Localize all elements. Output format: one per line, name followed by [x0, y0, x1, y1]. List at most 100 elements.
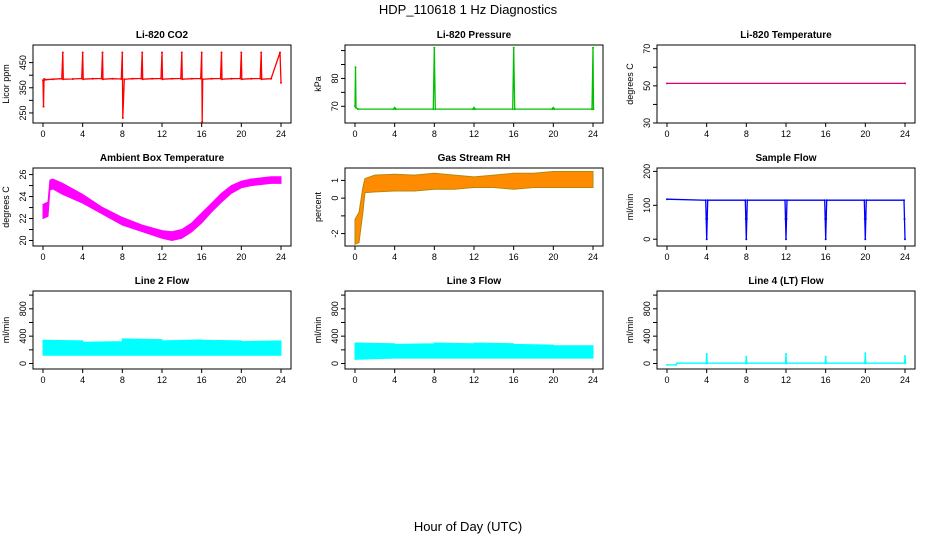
y-axis-label: ml/min — [625, 194, 635, 221]
figure-xlabel: Hour of Day (UTC) — [414, 519, 522, 534]
data-point — [80, 77, 83, 80]
x-tick-label: 0 — [352, 129, 357, 139]
y-axis-label: ml/min — [313, 317, 323, 344]
data-point — [62, 78, 65, 81]
x-tick-label: 20 — [860, 375, 870, 385]
series-band — [354, 342, 594, 360]
data-point — [786, 199, 788, 202]
data-point — [785, 352, 787, 355]
x-tick-label: 0 — [664, 129, 669, 139]
data-point — [61, 51, 64, 54]
series-band — [42, 338, 282, 356]
x-tick-label: 8 — [432, 252, 437, 262]
x-tick-label: 12 — [469, 375, 479, 385]
x-tick-label: 8 — [432, 375, 437, 385]
data-point — [904, 362, 907, 365]
data-point — [394, 108, 397, 111]
y-tick-label: 800 — [642, 301, 652, 316]
y-axis-label: kPa — [313, 76, 323, 92]
data-point — [552, 106, 555, 109]
data-point — [824, 238, 827, 241]
data-point — [199, 77, 202, 80]
data-point — [121, 117, 124, 119]
y-tick-label: 80 — [330, 73, 340, 83]
data-point — [259, 77, 262, 80]
data-point — [141, 78, 144, 81]
data-point — [666, 82, 668, 85]
y-tick-label: 0 — [18, 361, 28, 366]
data-point — [239, 77, 242, 80]
data-point — [102, 78, 104, 81]
data-point — [151, 77, 154, 80]
data-point — [864, 217, 867, 220]
data-point — [200, 51, 203, 54]
data-point — [825, 199, 828, 202]
y-tick-label: 0 — [330, 196, 340, 201]
x-tick-label: 16 — [509, 252, 519, 262]
data-point — [745, 362, 748, 365]
x-tick-label: 16 — [197, 375, 207, 385]
data-point — [474, 108, 476, 111]
x-tick-label: 4 — [704, 375, 709, 385]
data-point — [434, 108, 437, 111]
data-point — [123, 78, 126, 81]
data-point — [863, 199, 866, 202]
data-point — [91, 77, 94, 80]
x-tick-label: 0 — [40, 252, 45, 262]
y-tick-label: 22 — [18, 214, 28, 224]
x-tick-label: 12 — [157, 129, 167, 139]
series-group — [354, 171, 594, 245]
data-point — [121, 51, 124, 54]
y-tick-label: 20 — [18, 235, 28, 245]
panel-title: Line 4 (LT) Flow — [748, 276, 824, 287]
y-tick-label: 400 — [330, 329, 340, 344]
panel-line2: Line 2 Flow ml/min 0 4 8 12 16 20 24 0 400 800 — [1, 276, 292, 385]
data-point — [51, 78, 54, 81]
data-point — [512, 46, 515, 49]
x-tick-label: 12 — [157, 252, 167, 262]
y-tick-label: 200 — [642, 164, 652, 179]
data-point — [744, 199, 747, 202]
y-tick-label: 70 — [330, 101, 340, 111]
data-point — [354, 66, 357, 69]
data-point — [201, 120, 204, 123]
y-tick-label: 70 — [642, 44, 652, 54]
series-line — [354, 47, 595, 110]
x-tick-label: 4 — [80, 252, 85, 262]
x-tick-label: 0 — [352, 375, 357, 385]
series-group — [42, 338, 282, 356]
x-tick-label: 0 — [664, 375, 669, 385]
data-point — [357, 108, 359, 111]
series-group — [666, 198, 906, 241]
panel-title: Line 3 Flow — [447, 276, 502, 287]
panel-title: Li-820 Temperature — [740, 30, 832, 41]
x-tick-label: 20 — [860, 252, 870, 262]
panel-line3: Line 3 Flow ml/min 0 4 8 12 16 20 24 0 400 800 — [313, 276, 604, 385]
series-group — [666, 352, 907, 366]
x-tick-label: 20 — [548, 375, 558, 385]
data-point — [472, 108, 474, 111]
x-tick-label: 24 — [900, 252, 910, 262]
data-point — [746, 199, 749, 202]
data-point — [903, 199, 905, 202]
data-point — [904, 82, 906, 85]
panel-title: Li-820 Pressure — [437, 30, 512, 41]
x-tick-label: 12 — [157, 375, 167, 385]
y-axis-label: degrees C — [1, 186, 11, 228]
data-point — [120, 78, 123, 80]
data-point — [355, 106, 357, 109]
data-point — [823, 199, 826, 202]
data-point — [45, 78, 47, 81]
data-point — [675, 362, 678, 365]
y-tick-label: 350 — [18, 80, 28, 95]
panel-ambient: Ambient Box Temperature degrees C 0 4 8 12 16 2… — [1, 153, 292, 262]
data-point — [100, 77, 103, 80]
data-point — [745, 217, 748, 220]
data-point — [553, 108, 556, 111]
y-tick-label: 100 — [642, 198, 652, 213]
data-point — [111, 77, 114, 80]
data-point — [180, 51, 183, 54]
data-point — [825, 362, 828, 365]
x-tick-label: 24 — [588, 375, 598, 385]
data-point — [131, 77, 134, 80]
